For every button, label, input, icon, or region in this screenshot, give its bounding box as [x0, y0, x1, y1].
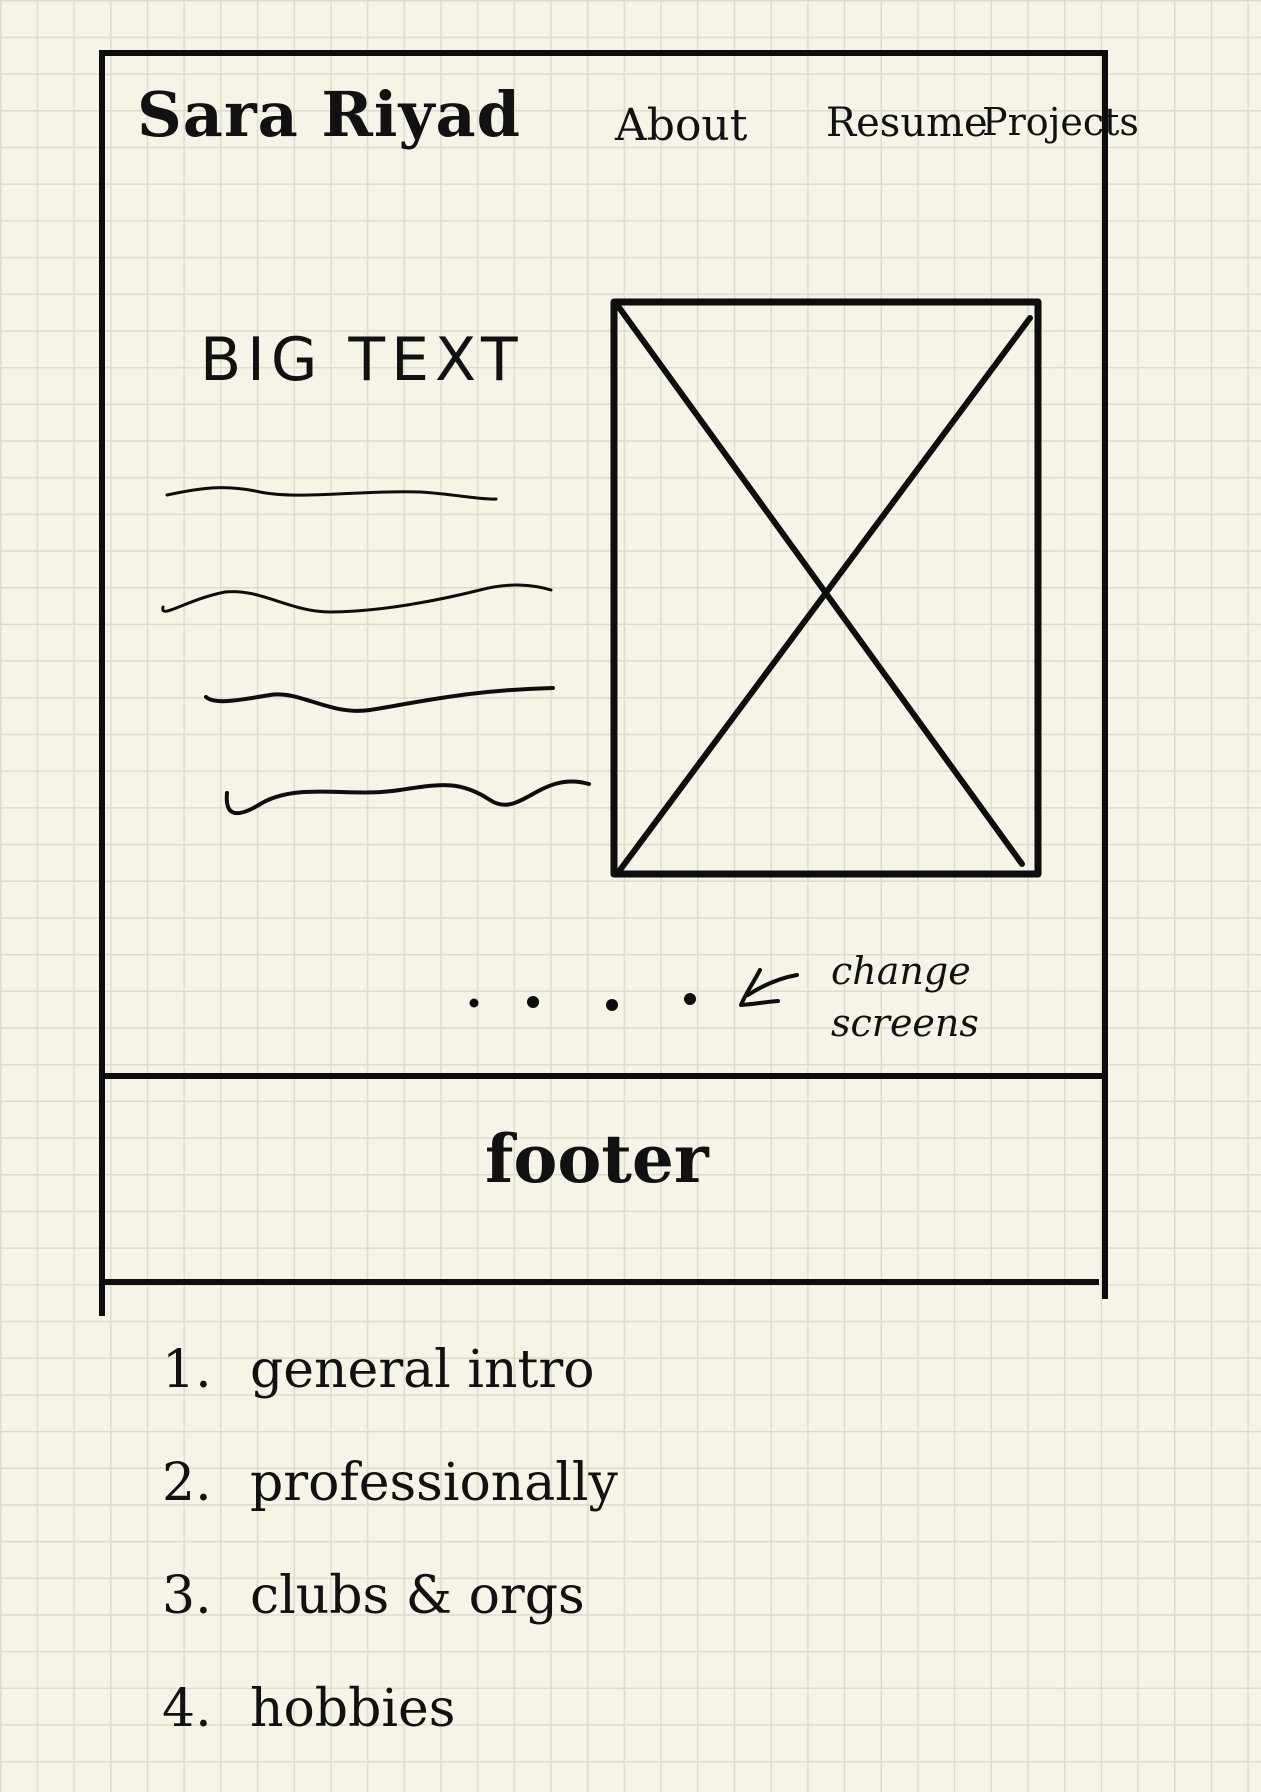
list-item: 3. clubs & orgs	[162, 1566, 618, 1679]
footer-top-border	[99, 1073, 1108, 1079]
footer-label: footer	[485, 1120, 709, 1198]
image-placeholder[interactable]	[610, 298, 1042, 878]
nav-link-resume[interactable]: Resume	[826, 100, 988, 146]
list-item: 4. hobbies	[162, 1679, 618, 1792]
carousel-annotation: change screens	[831, 945, 979, 1049]
nav-link-projects[interactable]: Projects	[982, 100, 1139, 144]
list-item-label: hobbies	[250, 1679, 456, 1739]
page-frame	[99, 50, 1108, 1073]
carousel-dot-3	[606, 999, 618, 1011]
body-text-line-4	[224, 779, 591, 816]
body-text-line-3	[204, 686, 555, 713]
hero-heading: BIG TEXT	[200, 325, 524, 395]
site-brand-name[interactable]: Sara Riyad	[137, 78, 521, 151]
list-item: 1. general intro	[162, 1340, 618, 1453]
frame-left-extension	[99, 1073, 105, 1316]
list-item-label: professionally	[250, 1453, 618, 1513]
nav-link-about[interactable]: About	[615, 100, 748, 151]
footer-bottom-border	[99, 1279, 1099, 1285]
body-text-line-2	[161, 583, 553, 614]
carousel-dot-1	[469, 998, 479, 1008]
body-text-line-1	[165, 486, 498, 501]
list-item-label: general intro	[250, 1340, 595, 1400]
list-item-number: 1.	[162, 1340, 212, 1400]
list-item-label: clubs & orgs	[250, 1566, 585, 1626]
annotation-arrow-icon	[739, 968, 799, 1007]
list-item-number: 3.	[162, 1566, 212, 1626]
carousel-annotation-line-1: change	[831, 949, 971, 993]
frame-right-extension	[1102, 1073, 1108, 1299]
carousel-dot-4	[684, 993, 696, 1005]
carousel-dot-2	[527, 996, 539, 1008]
list-item: 2. professionally	[162, 1453, 618, 1566]
carousel-annotation-line-2: screens	[831, 1001, 979, 1045]
list-item-number: 2.	[162, 1453, 212, 1513]
list-item-number: 4.	[162, 1679, 212, 1739]
sections-list: 1. general intro 2. professionally 3. clubs…	[162, 1340, 618, 1792]
